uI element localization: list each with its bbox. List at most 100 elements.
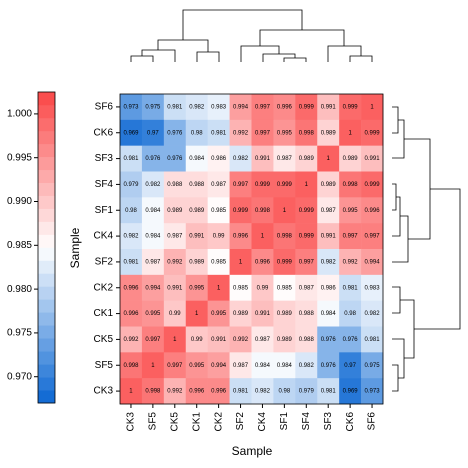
- heatmap-cell: [163, 145, 187, 172]
- cell-label: 0.98: [191, 130, 203, 136]
- heatmap-cell: [207, 145, 230, 172]
- cell-label: 1: [151, 363, 155, 369]
- heatmap-cell: [273, 223, 296, 250]
- cell-label: 0.987: [299, 285, 315, 291]
- column-dendrogram: [130, 9, 373, 62]
- heatmap-cell: [163, 171, 187, 198]
- heatmap-cell: [229, 378, 252, 405]
- heatmap-cell: [229, 119, 252, 146]
- cell-label: 0.985: [233, 285, 249, 291]
- cell-label: 1: [370, 104, 374, 110]
- cell-label: 0.987: [255, 337, 271, 343]
- heatmap-cell: [251, 223, 274, 250]
- heatmap-cell: [339, 300, 362, 327]
- heatmap-cell: [295, 145, 318, 172]
- colorbar-band: [38, 273, 55, 287]
- cell-label: 0.991: [365, 156, 381, 162]
- y-tick-label: SF6: [95, 102, 114, 113]
- heatmap-cell: [185, 94, 208, 121]
- cell-label: 0.998: [145, 389, 161, 395]
- colorbar-band: [38, 156, 55, 171]
- x-tick-label: SF2: [235, 412, 246, 431]
- heatmap-cell: [361, 274, 384, 301]
- heatmap-cell: [295, 352, 318, 379]
- heatmap-cell: [361, 223, 384, 250]
- cell-label: 0.998: [299, 130, 315, 136]
- colorbar-frame: [37, 91, 56, 404]
- heatmap-cell: [207, 223, 230, 250]
- heatmap-cell: [141, 94, 165, 121]
- cell-label: 0.991: [255, 311, 271, 317]
- heatmap-cell: [207, 300, 230, 327]
- cell-label: 0.985: [277, 285, 293, 291]
- x-tick-label: CK2: [213, 412, 224, 432]
- cell-label: 0.996: [189, 389, 205, 395]
- heatmap-cell: [361, 94, 384, 121]
- heatmap-cell: [207, 119, 230, 146]
- cell-label: 0.984: [145, 234, 161, 240]
- cell-label: 0.973: [123, 104, 139, 110]
- cell-label: 0.982: [365, 311, 381, 317]
- x-axis-title: Sample: [232, 444, 273, 458]
- cell-label: 0.997: [233, 182, 249, 188]
- cell-label: 1: [327, 156, 331, 162]
- cell-label: 0.976: [167, 130, 183, 136]
- y-tick-label: SF3: [95, 153, 114, 164]
- cell-label: 1: [217, 285, 221, 291]
- heatmap-cell: [361, 378, 384, 405]
- heatmap-cell: [120, 119, 143, 146]
- heatmap-cell: [229, 249, 252, 276]
- colorbar-band: [38, 182, 55, 196]
- heatmap-cell: [141, 119, 165, 146]
- heatmap-cell: [317, 274, 340, 301]
- x-tick-label: SF4: [301, 412, 312, 431]
- heatmap-cell: [120, 274, 143, 301]
- heatmap-cell: [163, 249, 187, 276]
- heatmap-cell: [251, 119, 274, 146]
- heatmap-cell: [141, 274, 165, 301]
- colorbar-band: [38, 377, 55, 391]
- cell-label: 0.997: [145, 337, 161, 343]
- cell-label: 0.984: [277, 363, 293, 369]
- cell-label: 0.991: [167, 285, 183, 291]
- heatmap-cell: [141, 326, 165, 353]
- cell-label: 0.991: [211, 337, 227, 343]
- heatmap-cell: [295, 326, 318, 353]
- heatmap-cell: [273, 94, 296, 121]
- colorbar-band: [38, 286, 55, 300]
- heatmap-cell: [361, 197, 384, 224]
- cell-label: 1: [173, 337, 177, 343]
- cell-label: 0.997: [255, 130, 271, 136]
- heatmap-cell: [141, 197, 165, 224]
- y-tick-label: CK2: [94, 282, 114, 293]
- colorbar-tick-label: 0.980: [7, 284, 32, 295]
- heatmap-cell: [185, 249, 208, 276]
- heatmap-cell: [141, 223, 165, 250]
- cell-label: 0.998: [277, 234, 293, 240]
- cell-label: 0.969: [343, 389, 359, 395]
- heatmap-cell: [207, 94, 230, 121]
- heatmap-cell: [141, 378, 165, 405]
- colorbar-tick-label: 0.995: [7, 152, 32, 163]
- heatmap-cell: [120, 352, 143, 379]
- cell-label: 0.969: [123, 130, 139, 136]
- cell-label: 0.999: [343, 104, 359, 110]
- heatmap-cell: [163, 300, 187, 327]
- heatmap-cell: [163, 326, 187, 353]
- heatmap-cell: [339, 326, 362, 353]
- cell-label: 0.997: [343, 234, 359, 240]
- cell-label: 1: [283, 208, 287, 214]
- y-axis-title: Sample: [68, 227, 82, 268]
- cell-label: 0.984: [255, 363, 271, 369]
- cell-label: 1: [305, 182, 309, 188]
- colorbar-tick-label: 1.000: [7, 109, 32, 120]
- cell-label: 0.975: [145, 104, 161, 110]
- x-tick-label: CK4: [257, 412, 268, 432]
- colorbar-band: [38, 143, 55, 158]
- heatmap-cell: [251, 145, 274, 172]
- heatmap-cell: [251, 171, 274, 198]
- heatmap-cell: [339, 352, 362, 379]
- heatmap-cell: [361, 326, 384, 353]
- row-dendrogram: [392, 106, 461, 392]
- heatmap-cell: [120, 249, 143, 276]
